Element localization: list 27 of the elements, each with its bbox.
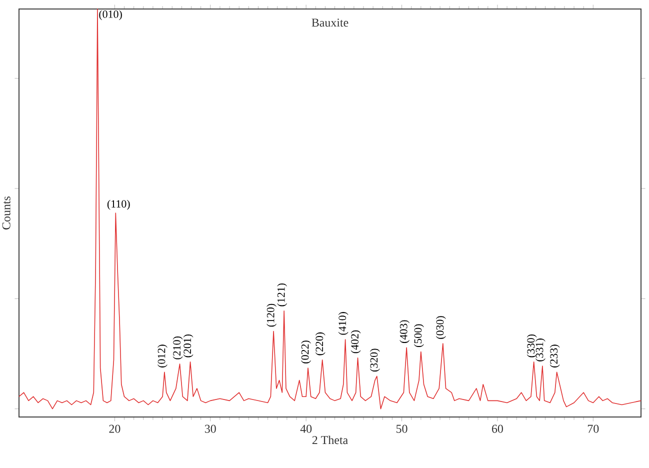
annotation: (201) (183, 334, 194, 358)
annotation: (320) (370, 348, 380, 372)
annotation: (220) (315, 332, 326, 356)
y-axis-title: Counts (2, 196, 10, 230)
annotation: (110) (107, 200, 130, 210)
annotation: (402) (350, 330, 361, 354)
annotation: (010) (99, 10, 122, 20)
x-tick-label: 70 (588, 424, 599, 433)
annotation: (330) (526, 334, 537, 358)
annotation: (121) (277, 283, 288, 306)
x-tick-label: 30 (204, 424, 216, 433)
annotation: (030) (436, 316, 446, 339)
annotation: (410) (338, 312, 348, 335)
annotation: (233) (550, 344, 560, 368)
x-tick-label: 60 (492, 424, 503, 433)
text: Bauxite (312, 18, 348, 27)
annotation: (022) (301, 340, 311, 364)
annotation: (120) (266, 304, 277, 327)
annotation: (403) (400, 320, 410, 343)
annotation: (012) (158, 344, 168, 368)
x-tick-label: 20 (109, 424, 120, 433)
annotation: (331) (535, 338, 546, 362)
annotation: (500) (414, 324, 424, 348)
annotation: (210) (172, 336, 183, 360)
x-tick-label: 50 (396, 424, 408, 433)
x-tick-label: 40 (300, 424, 312, 433)
x-axis-title: 2 Theta (312, 436, 348, 444)
